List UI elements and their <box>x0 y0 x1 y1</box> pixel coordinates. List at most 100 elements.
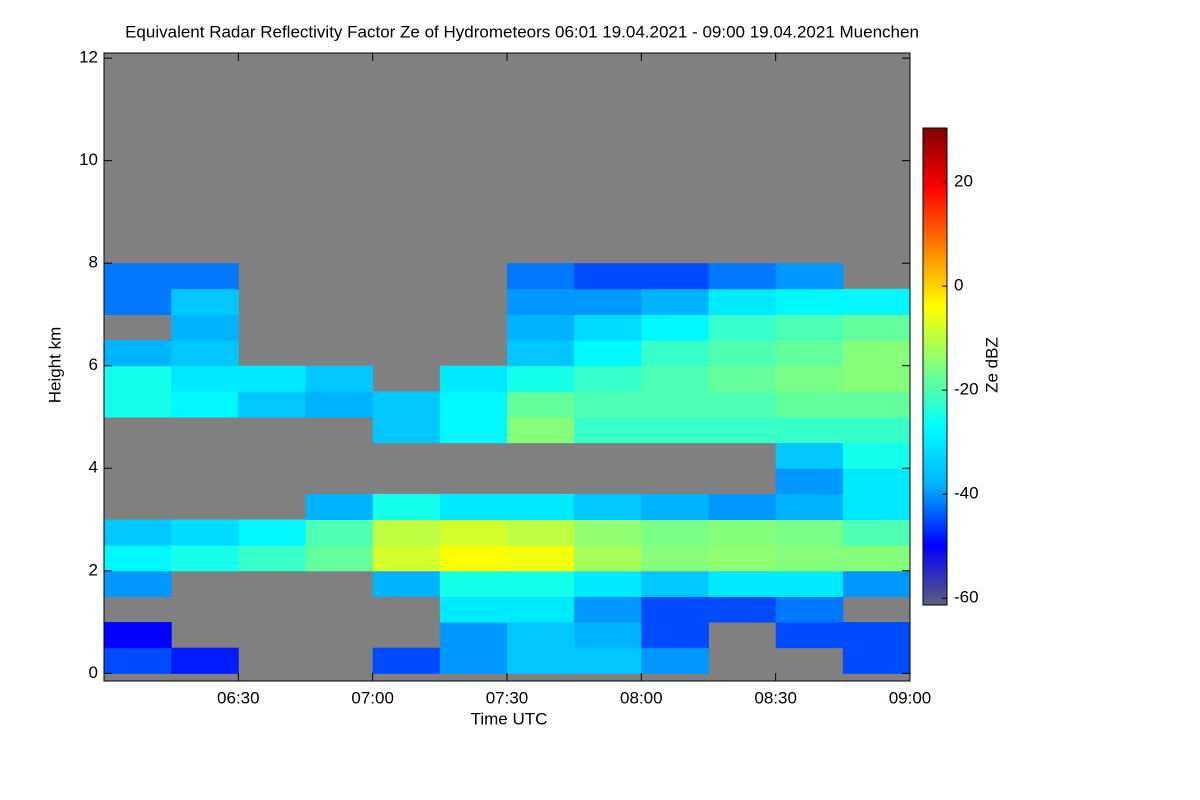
heat-cell <box>439 647 508 674</box>
heat-cell <box>708 288 777 315</box>
heat-cell <box>574 365 642 392</box>
colorbar-tick-label: 20 <box>954 172 973 191</box>
heat-cell <box>775 519 844 546</box>
heat-cell <box>104 365 172 392</box>
heat-cell <box>372 570 441 597</box>
heat-cell <box>171 288 239 315</box>
heat-cell <box>775 468 844 495</box>
heat-cell <box>104 340 172 367</box>
y-tick-label: 0 <box>89 663 98 682</box>
heat-cell <box>574 416 642 444</box>
heat-cell <box>842 519 911 546</box>
heat-cell <box>439 416 508 444</box>
heat-cell <box>775 545 844 572</box>
y-tick-label: 12 <box>79 48 98 67</box>
colorbar-tick-label: -40 <box>954 484 979 503</box>
heat-cell <box>104 545 172 572</box>
x-tick-label: 07:00 <box>351 688 394 707</box>
heat-cell <box>842 340 911 367</box>
heat-cell <box>439 622 508 649</box>
heat-cell <box>238 545 306 572</box>
heat-cell <box>171 647 239 674</box>
heat-cell <box>775 570 844 597</box>
heat-cell <box>104 519 172 546</box>
heat-cell <box>574 493 642 521</box>
heat-cell <box>372 519 441 546</box>
y-tick-label: 6 <box>89 355 98 374</box>
heat-cell <box>775 442 844 469</box>
heat-cell <box>641 340 709 367</box>
heat-cell <box>775 622 844 649</box>
heat-cell <box>104 391 172 418</box>
heat-cell <box>842 622 911 649</box>
heat-cell <box>641 314 709 341</box>
colorbar-label: Ze dBZ <box>982 337 1001 393</box>
heat-cell <box>574 570 642 597</box>
heat-cell <box>775 314 844 341</box>
heat-cell <box>171 365 239 392</box>
heat-cell <box>708 570 777 597</box>
heat-cell <box>842 391 911 418</box>
heat-cell <box>708 596 777 623</box>
colorbar-tick-label: 0 <box>954 276 963 295</box>
heat-cell <box>641 622 709 649</box>
heat-cell <box>507 570 575 597</box>
heat-cell <box>305 493 374 521</box>
heat-cell <box>574 314 642 341</box>
heat-cell <box>238 391 306 418</box>
heat-cell <box>104 288 172 315</box>
heat-cell <box>171 519 239 546</box>
heat-cell <box>574 263 642 290</box>
x-axis-label: Time UTC <box>471 709 548 728</box>
heat-cell <box>842 570 911 597</box>
heat-cell <box>238 365 306 392</box>
heat-cell <box>305 519 374 546</box>
heat-cell <box>641 365 709 392</box>
x-tick-label: 09:00 <box>889 688 932 707</box>
heat-cell <box>641 596 709 623</box>
heat-cell <box>775 416 844 444</box>
heat-cell <box>439 391 508 418</box>
heat-cell <box>574 391 642 418</box>
heat-cell <box>775 365 844 392</box>
heat-cell <box>171 391 239 418</box>
y-axis-label: Height km <box>45 327 64 404</box>
heat-cell <box>641 545 709 572</box>
heat-cell <box>507 545 575 572</box>
heat-cell <box>574 340 642 367</box>
heat-cell <box>775 340 844 367</box>
heat-cell <box>104 647 172 674</box>
heat-cell <box>641 519 709 546</box>
x-tick-label: 08:00 <box>620 688 663 707</box>
heat-cell <box>574 622 642 649</box>
y-tick-label: 2 <box>89 560 98 579</box>
heat-cell <box>842 442 911 469</box>
heat-cell <box>507 519 575 546</box>
heat-cell <box>842 545 911 572</box>
heat-cell <box>708 545 777 572</box>
heat-cell <box>507 263 575 290</box>
heat-cell <box>708 416 777 444</box>
heat-cell <box>305 391 374 418</box>
heat-cell <box>305 545 374 572</box>
heat-cell <box>708 391 777 418</box>
heat-cell <box>708 340 777 367</box>
heat-cell <box>439 519 508 546</box>
heat-cell <box>574 519 642 546</box>
heat-cell <box>775 493 844 521</box>
heat-cell <box>439 365 508 392</box>
heat-cell <box>641 647 709 674</box>
colorbar <box>922 127 948 606</box>
heat-cell <box>507 647 575 674</box>
heat-cell <box>372 416 441 444</box>
y-tick-label: 4 <box>89 458 98 477</box>
y-tick-label: 8 <box>89 253 98 272</box>
heat-cell <box>171 263 239 290</box>
colorbar-tick-label: -20 <box>954 380 979 399</box>
heat-cell <box>305 365 374 392</box>
heat-cell <box>708 493 777 521</box>
heat-cell <box>171 314 239 341</box>
heat-cell <box>171 545 239 572</box>
heat-cell <box>641 288 709 315</box>
heat-cell <box>439 570 508 597</box>
